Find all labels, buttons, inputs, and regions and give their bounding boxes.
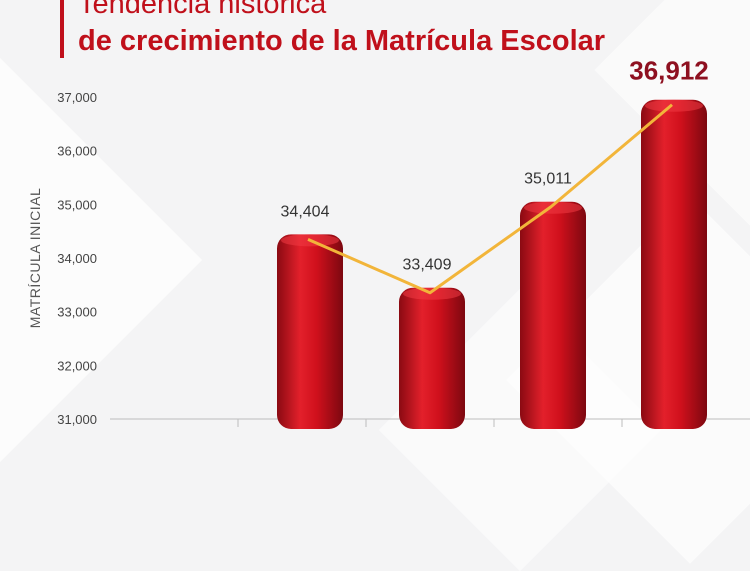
trend-line xyxy=(307,103,673,295)
bar-cap xyxy=(524,201,582,214)
data-label: 36,912 xyxy=(629,56,709,86)
bar xyxy=(277,234,343,429)
chart-title-line-1: Tendencia histórica xyxy=(78,0,327,20)
y-axis-label: MATRÍCULA INICIAL xyxy=(27,188,43,329)
bar-chart: 31,000 32,000 33,000 34,000 35,000 36,000 37,0… xyxy=(27,56,750,430)
data-labels-group: 34,404 33,409 35,011 36,912 xyxy=(281,56,709,274)
bar xyxy=(641,99,707,430)
bar xyxy=(399,287,465,429)
bars-group xyxy=(277,99,707,430)
trend-line-group xyxy=(307,103,673,295)
bar xyxy=(520,201,586,429)
bar-cap xyxy=(645,99,703,112)
bar-cap xyxy=(403,287,461,300)
y-tick-label: 34,000 xyxy=(57,251,97,266)
y-tick-label: 35,000 xyxy=(57,197,97,212)
title-accent-bar xyxy=(60,0,64,58)
y-tick-label: 32,000 xyxy=(57,358,97,373)
y-tick-label: 37,000 xyxy=(57,90,97,105)
y-tick-label: 36,000 xyxy=(57,144,97,159)
data-label: 34,404 xyxy=(281,203,330,220)
y-tick-label: 31,000 xyxy=(57,412,97,427)
y-tick-label: 33,000 xyxy=(57,305,97,320)
data-label: 35,011 xyxy=(524,171,572,188)
data-label: 33,409 xyxy=(403,257,452,274)
chart-title-line-2: de crecimiento de la Matrícula Escolar xyxy=(78,25,606,57)
